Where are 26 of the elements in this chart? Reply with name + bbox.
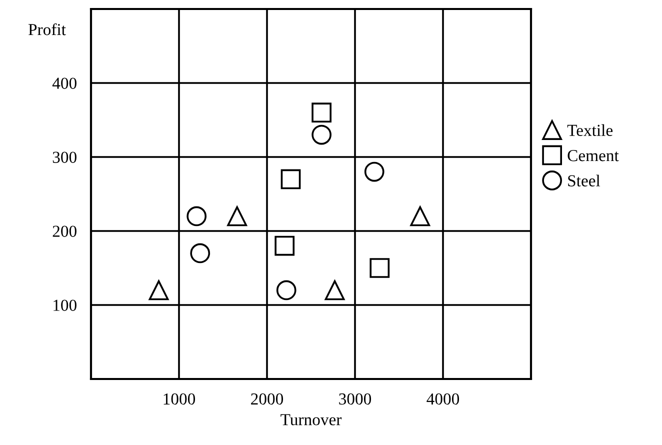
point (148, 280, 169, 300)
x-tick-label: 1000 (164, 393, 196, 405)
x-tick-label: 4000 (426, 393, 460, 405)
point (410, 206, 430, 226)
y-tick-label: 400 (52, 78, 76, 89)
x-axis-title: Turnover (280, 414, 342, 426)
legend-label: Steel (568, 174, 600, 186)
legend-label: Textile (567, 124, 613, 136)
point (186, 206, 207, 226)
point (370, 258, 390, 278)
point (312, 102, 332, 123)
point (280, 169, 301, 190)
point (227, 206, 248, 226)
y-tick-label: 300 (52, 152, 76, 163)
point (324, 280, 345, 300)
x-tick-label: 3000 (339, 393, 372, 405)
y-tick-label: 200 (52, 226, 76, 237)
point (274, 236, 295, 256)
x-tick-label: 2000 (251, 393, 284, 405)
point (312, 124, 332, 145)
point (276, 280, 296, 300)
point (364, 162, 384, 182)
point (190, 243, 210, 264)
y-tick-label: 100 (54, 300, 76, 311)
legend-label: Cement (568, 150, 619, 162)
y-axis-title: Profit (28, 23, 66, 36)
